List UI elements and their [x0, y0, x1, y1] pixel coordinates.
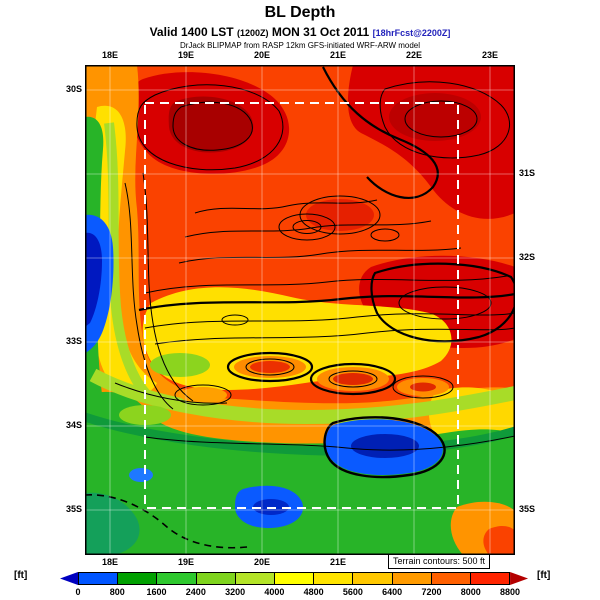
colorbar-tick-label: 0	[75, 587, 81, 597]
colorbar-cell	[430, 572, 470, 585]
colorbar-cell	[469, 572, 511, 585]
lon-label-top: 21E	[329, 50, 347, 60]
valid-time-zulu: (1200Z)	[236, 28, 269, 38]
lat-label-left: 35S	[65, 504, 82, 514]
lon-label-top: 23E	[481, 50, 499, 60]
colorbar-tick-label: 6400	[382, 587, 403, 597]
colorbar-cell	[313, 572, 353, 585]
forecast-offset: [18hrFcst@2200Z]	[372, 28, 451, 38]
bl-depth-contour-map	[85, 65, 515, 555]
colorbar-tick-label: 800	[109, 587, 125, 597]
chart-title: BL Depth	[264, 4, 336, 21]
lat-label-left: 34S	[65, 420, 82, 430]
colorbar-tick-label: 4800	[303, 587, 324, 597]
colorbar-cell	[234, 572, 274, 585]
lon-label-bottom: 19E	[177, 557, 195, 567]
colorbar-tick-label: 3200	[225, 587, 246, 597]
grid-lines-layer	[85, 65, 515, 555]
colorbar-unit-left: [ft]	[14, 570, 28, 581]
colorbar-tick-label: 5600	[342, 587, 363, 597]
colorbar-tick-labels: 0 800 1600 2400 3200 4000 4800 5600 6400 7200 8000…	[60, 587, 528, 599]
lat-label-left: 33S	[65, 336, 82, 346]
valid-date: MON 31 Oct 2011	[271, 25, 370, 39]
map-frame	[85, 65, 515, 555]
lat-label-left: 30S	[65, 84, 82, 94]
lat-label-right: 31S	[519, 168, 536, 178]
lon-label-bottom: 20E	[253, 557, 271, 567]
colorbar	[60, 572, 529, 585]
colorbar-cell	[117, 572, 157, 585]
colorbar-tick-label: 4000	[264, 587, 285, 597]
valid-time-line: Valid 1400 LST (1200Z) MON 31 Oct 2011 […	[0, 25, 600, 39]
lon-label-bottom: 18E	[101, 557, 119, 567]
colorbar-cell	[391, 572, 431, 585]
colorbar-cell	[156, 572, 196, 585]
colorbar-tick-label: 2400	[185, 587, 206, 597]
colorbar-left-arrow	[60, 572, 78, 585]
colorbar-tick-label: 1600	[146, 587, 167, 597]
domain-boundary-box	[144, 102, 459, 509]
lon-label-top: 22E	[405, 50, 423, 60]
colorbar-cell	[352, 572, 392, 585]
terrain-contour-lines-layer	[85, 66, 515, 549]
colorbar-tick-label: 8800	[499, 587, 521, 597]
colorbar-cell	[273, 572, 314, 585]
colorbar-tick-label: 8000	[460, 587, 481, 597]
colorbar-right-arrow	[510, 572, 529, 585]
lat-label-right: 35S	[519, 504, 536, 514]
lon-label-top: 20E	[253, 50, 271, 60]
lat-label-right: 32S	[519, 252, 536, 262]
terrain-contours-note: Terrain contours: 500 ft	[388, 554, 491, 569]
colorbar-cell	[195, 572, 235, 585]
lon-label-top: 18E	[101, 50, 119, 60]
lon-label-bottom: 21E	[329, 557, 347, 567]
colorbar-cell	[78, 572, 118, 585]
colorbar-tick-label: 7200	[421, 587, 442, 597]
bl-depth-fill-layer	[85, 65, 515, 555]
valid-time-main: Valid 1400 LST	[149, 25, 234, 39]
colorbar-unit-right: [ft]	[537, 570, 551, 581]
lon-label-top: 19E	[177, 50, 195, 60]
model-attribution: DrJack BLIPMAP from RASP 12km GFS-initia…	[179, 41, 421, 50]
